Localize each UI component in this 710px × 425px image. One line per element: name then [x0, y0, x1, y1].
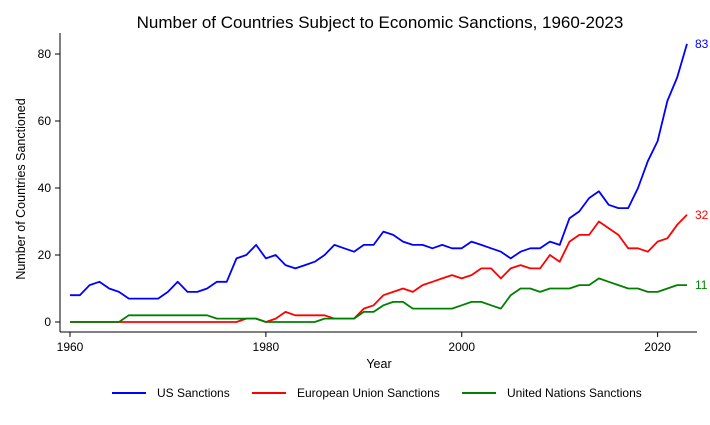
chart-title: Number of Countries Subject to Economic … — [137, 13, 624, 32]
legend-label-us-sanctions: US Sanctions — [157, 386, 230, 400]
axes: 1960 1980 2000 2020 0 20 40 60 80 — [38, 33, 697, 354]
x-tick-label: 2020 — [644, 340, 671, 354]
united-nations-sanctions-end-label: 11 — [695, 278, 708, 292]
x-tick-label: 1960 — [57, 340, 84, 354]
x-axis-label: Year — [366, 357, 391, 371]
us-sanctions-end-label: 83 — [695, 37, 709, 51]
y-tick-label: 40 — [38, 181, 52, 195]
x-tick-label: 2000 — [448, 340, 475, 354]
x-tick-label: 1980 — [253, 340, 280, 354]
y-axis-label: Number of Countries Sanctioned — [14, 98, 28, 279]
y-tick-label: 0 — [44, 315, 51, 329]
legend-label-european-union-sanctions: European Union Sanctions — [297, 386, 440, 400]
y-tick-label: 80 — [38, 47, 52, 61]
series-layer: 83 32 11 — [70, 37, 709, 323]
european-union-sanctions-line — [70, 214, 688, 323]
legend: US Sanctions European Union Sanctions Unit… — [112, 386, 642, 400]
legend-label-united-nations-sanctions: United Nations Sanctions — [507, 386, 642, 400]
united-nations-sanctions-line — [70, 277, 687, 323]
y-tick-label: 60 — [38, 114, 52, 128]
european-union-sanctions-end-label: 32 — [695, 208, 709, 222]
y-tick-label: 20 — [38, 248, 52, 262]
us-sanctions-line — [70, 43, 688, 300]
